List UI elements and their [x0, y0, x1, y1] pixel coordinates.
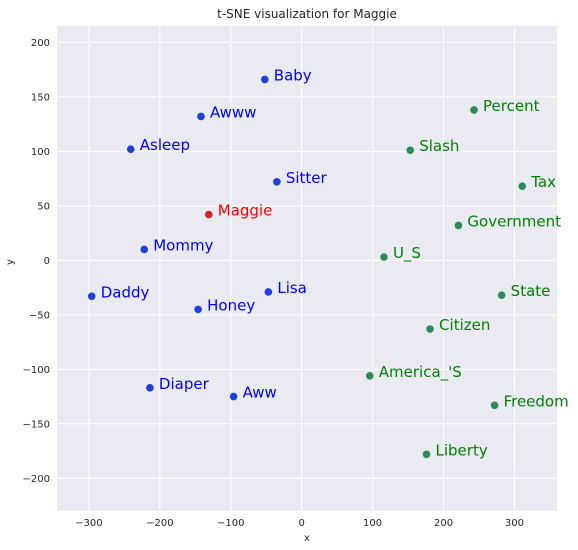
point-label-government: Government: [467, 212, 561, 230]
point-label-awww: Awww: [210, 103, 256, 121]
y-tick-label: −100: [23, 365, 50, 376]
point-lisa: [264, 288, 273, 296]
point-aww: [229, 392, 238, 401]
x-tick-label: −100: [217, 518, 244, 529]
point-liberty: [422, 450, 431, 459]
point-freedom: [490, 401, 499, 410]
point-percent: [470, 106, 478, 114]
point-asleep: [126, 145, 135, 153]
point-label-state: State: [511, 282, 551, 300]
x-tick-label: 200: [434, 518, 453, 529]
point-label-tax: Tax: [530, 173, 556, 191]
point-label-honey: Honey: [207, 296, 255, 314]
point-label-america-s: America_'S: [379, 363, 462, 382]
y-tick-label: 150: [31, 92, 50, 103]
point-label-citizen: Citizen: [439, 316, 490, 334]
y-tick-label: 100: [31, 147, 50, 158]
point-label-daddy: Daddy: [101, 283, 150, 301]
point-label-mommy: Mommy: [153, 236, 213, 254]
plot-area: [57, 26, 557, 511]
point-label-maggie: Maggie: [218, 202, 273, 220]
x-tick-label: 0: [298, 518, 304, 529]
y-tick-label: 200: [31, 38, 50, 49]
x-tick-label: 300: [505, 518, 524, 529]
point-label-aww: Aww: [243, 384, 277, 402]
point-label-freedom: Freedom: [504, 392, 569, 410]
point-label-asleep: Asleep: [140, 136, 190, 154]
y-axis-label: y: [5, 259, 16, 265]
point-daddy: [87, 292, 96, 301]
point-label-slash: Slash: [419, 137, 459, 155]
point-maggie: [204, 210, 213, 219]
chart-title: t-SNE visualization for Maggie: [217, 7, 397, 21]
point-mommy: [140, 245, 149, 254]
point-america-s: [365, 372, 374, 380]
y-tick-label: −50: [29, 310, 50, 321]
point-government: [454, 221, 463, 230]
point-citizen: [426, 325, 434, 333]
point-sitter: [273, 178, 281, 186]
x-tick-label: −300: [75, 518, 102, 529]
point-diaper: [146, 384, 154, 392]
point-label-lisa: Lisa: [277, 279, 307, 297]
point-label-diaper: Diaper: [159, 375, 210, 393]
y-tick-label: −150: [23, 419, 50, 430]
point-awww: [197, 112, 205, 121]
tick-labels: −300 −200 −100 0 100 200 300 −200 −150 −100 −50 0 50…: [23, 38, 524, 529]
data-points: Baby Awww Asleep Sitter Maggie Mommy Daddy Lisa…: [87, 66, 569, 459]
x-axis-label: x: [304, 533, 310, 544]
point-state: [497, 291, 506, 300]
point-tax: [518, 182, 527, 191]
y-tick-label: −200: [23, 474, 50, 485]
point-label-u-s: U_S: [393, 244, 421, 263]
y-tick-label: 0: [44, 256, 50, 267]
point-slash: [406, 146, 414, 155]
y-tick-label: 50: [37, 201, 50, 212]
grid-lines: [57, 26, 557, 511]
point-label-baby: Baby: [274, 66, 312, 84]
point-baby: [261, 75, 269, 84]
x-tick-label: −200: [146, 518, 173, 529]
point-honey: [194, 305, 202, 314]
point-label-sitter: Sitter: [286, 169, 328, 187]
point-label-liberty: Liberty: [436, 441, 488, 459]
x-tick-label: 100: [363, 518, 382, 529]
point-label-percent: Percent: [483, 97, 540, 115]
point-u-s: [380, 253, 388, 261]
